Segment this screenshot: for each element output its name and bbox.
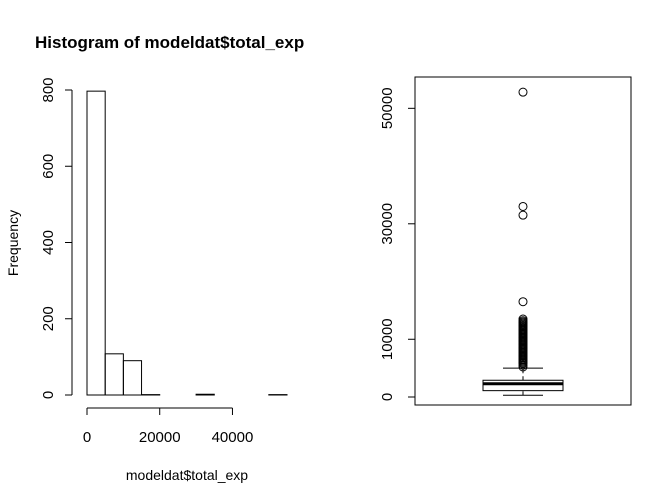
boxplot-y-tick-label: 0 [379, 393, 396, 401]
boxplot-outlier-point [518, 297, 528, 307]
histogram-y-tick-label: 400 [40, 230, 57, 255]
histogram-x-axis: 0 20000 40000 [83, 407, 254, 446]
histogram-title: Histogram of modeldat$total_exp [35, 33, 304, 52]
boxplot-outliers [518, 87, 528, 372]
histogram-bar [122, 360, 143, 396]
boxplot-outlier-point [518, 210, 528, 220]
boxplot-y-axis: 0 10000 30000 50000 [379, 87, 416, 401]
boxplot-y-tick-label: 10000 [379, 318, 396, 360]
histogram-y-tick-label: 800 [40, 77, 57, 102]
histogram-x-tick-label: 40000 [212, 429, 254, 446]
histogram-bar [104, 353, 124, 396]
histogram-y-axis-label: Frequency [5, 210, 21, 276]
histogram-bar [195, 393, 215, 396]
histogram-x-tick-label: 20000 [139, 429, 181, 446]
boxplot-outlier-point [518, 87, 528, 97]
boxplot-box [482, 379, 564, 392]
histogram-bars [86, 90, 288, 396]
boxplot-body [482, 367, 564, 396]
histogram-x-axis-label: modeldat$total_exp [126, 467, 248, 483]
histogram-y-tick-label: 0 [40, 391, 57, 399]
histogram-y-tick-label: 600 [40, 154, 57, 179]
boxplot-outlier-point [518, 201, 528, 211]
histogram-y-tick-label: 200 [40, 306, 57, 331]
histogram-bar [86, 90, 106, 396]
histogram-x-tick-label: 0 [83, 429, 91, 446]
boxplot-y-tick-label: 50000 [379, 87, 396, 129]
boxplot-outlier-point [518, 314, 528, 324]
histogram-y-axis: 0 200 400 600 800 [40, 77, 73, 399]
histogram-panel: Histogram of modeldat$total_exp Frequenc… [5, 33, 304, 483]
boxplot-panel: 0 10000 30000 50000 [379, 76, 632, 406]
boxplot-y-tick-label: 30000 [379, 203, 396, 245]
